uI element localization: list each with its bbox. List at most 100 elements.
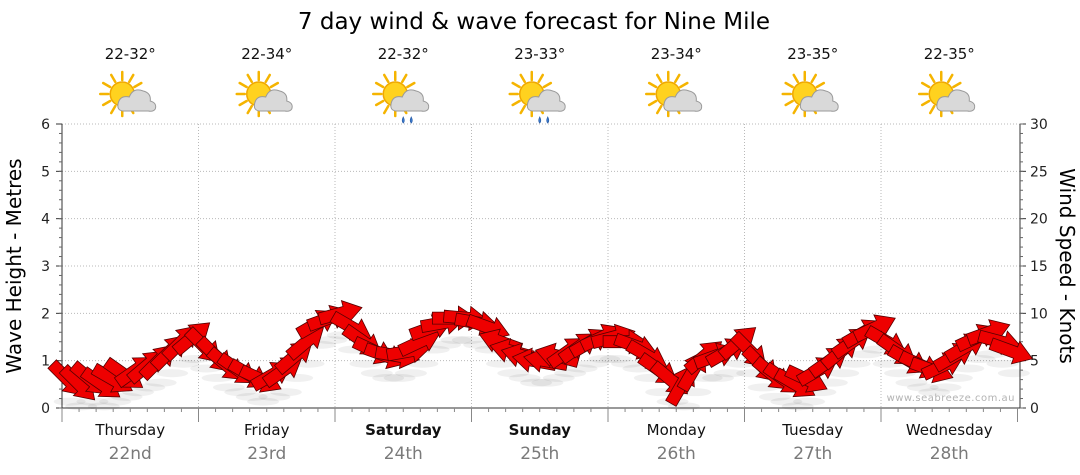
wind-arrow-shadow [963,355,996,363]
wind-arrow-shadow [383,373,416,382]
day-temp-range: 22-34° [241,45,292,63]
left-axis-ticks: 0 1 2 3 4 5 6 [41,117,62,417]
wind-arrow-shadow [986,359,1019,368]
sun-ray [511,81,521,89]
day-date: 22nd [109,444,152,464]
day-temp-range: 22-32° [378,45,429,63]
wind-arrow-shadow [588,355,621,363]
sun-ray [246,104,253,115]
day-temp-range: 23-34° [651,45,702,63]
day-date: 27th [793,444,832,464]
wind-arrow-shadow [247,397,280,406]
sun-ray [133,81,143,89]
sun-ray [110,73,117,84]
sun-cloud-icon [918,70,976,118]
sun-ray [110,104,117,115]
day-name: Friday [244,421,290,439]
sun-ray [792,73,799,84]
wind-arrow-series [47,300,1034,407]
sun-ray [511,99,521,107]
sun-ray [952,81,962,89]
right-tick-label: 5 [1030,354,1039,370]
day-name: Saturday [365,421,442,439]
left-tick-label: 3 [41,259,50,275]
sun-ray [246,73,253,84]
day-name: Thursday [94,421,165,439]
day-name: Monday [647,421,706,439]
sun-ray [101,99,112,107]
wind-arrow-shadow [895,378,928,387]
sun-ray [542,81,553,89]
rain-drop [401,116,405,124]
sun-ray [815,81,826,89]
sun-ray [784,81,794,89]
wind-arrow-shadow [508,373,541,382]
left-axis-title: Wave Height - Metres [2,158,26,373]
day-date: 25th [520,444,559,464]
wind-arrow-shadow [770,397,803,406]
day-temp-range: 23-35° [787,45,838,63]
wind-arrow-shadow [781,402,814,411]
wind-arrow-shadow [827,369,860,378]
wind-arrow-shadow [702,373,735,382]
sun-ray [374,99,385,107]
right-tick-label: 30 [1030,117,1048,133]
wind-arrow-shadow [690,373,723,382]
sun-ray [401,73,408,84]
left-tick-label: 2 [41,306,50,322]
wind-arrow-shadow [156,369,189,378]
cloud-shape [526,89,566,112]
sun-ray [784,99,794,107]
left-tick-label: 6 [41,117,50,133]
wind-arrow-shadow [269,388,302,397]
wind-arrow-shadow [906,383,939,392]
sun-ray [101,81,112,89]
sun-ray [810,73,817,84]
wind-arrow-shadow [349,359,382,368]
rain-drop [409,116,413,124]
wind-arrow-shadow [520,378,553,387]
wind-arrow-shadow [394,369,427,378]
wind-arrow-shadow [440,336,473,345]
wind-arrow-shadow [224,388,257,397]
wind-arrow-shadow [554,369,587,378]
wind-arrow-shadow [258,392,291,401]
sun-cloud-rain-icon [508,70,566,124]
wind-arrow-shadow [429,340,462,349]
wind-arrow [988,337,1034,365]
wind-arrow-shadow [713,369,746,378]
wind-arrow-shadow [952,364,985,373]
wind-arrow-shadow [99,397,132,406]
wind-arrow-shadow [599,355,632,363]
sun-ray [264,73,271,84]
sun-ray [537,73,544,84]
rain-drop [538,116,542,124]
day-date: 26th [657,444,696,464]
wind-arrow-shadow [281,373,314,382]
day-headers: 22-32° 22-34° 22-32° 23-33° 23-34° 23-35° 22-3… [99,45,976,124]
wind-arrow-shadow [212,383,245,392]
right-axis-title: Wind Speed - Knots [1055,168,1079,364]
sun-ray [383,73,390,84]
right-tick-label: 0 [1030,401,1039,417]
sun-cloud-icon [781,70,839,118]
sun-ray [792,104,799,115]
wind-arrow-shadow [576,359,609,368]
rain-drop [546,116,550,124]
day-temp-range: 22-32° [105,45,156,63]
watermark: www.seabreeze.com.au [887,393,1015,404]
wind-arrow-shadow [485,359,518,368]
cloud-shape [663,89,703,112]
wind-arrow-shadow [611,359,644,368]
wind-arrow-shadow [997,369,1030,378]
day-name: Sunday [509,421,572,439]
wind-arrow-shadow [542,373,575,382]
wind-arrow-shadow [793,397,826,406]
sun-ray [656,73,663,84]
day-temp-range: 23-33° [514,45,565,63]
sun-ray [929,73,936,84]
wind-arrow-shadow [144,378,177,387]
right-tick-label: 25 [1030,164,1048,180]
wind-arrow-shadow [838,359,871,368]
wind-arrow-shadow [76,397,109,406]
